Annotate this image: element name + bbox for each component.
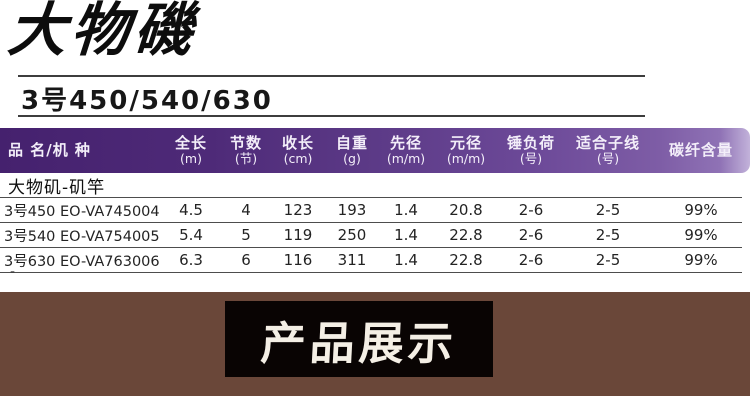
banner-box: 产品展示 bbox=[225, 301, 493, 377]
cell-butt-diameter: 22.8 bbox=[449, 251, 483, 269]
col-header-sections: 节数 (节) bbox=[222, 135, 270, 166]
cell-full-length: 4.5 bbox=[179, 201, 203, 219]
col-header-product-name: 品 名/机 种 bbox=[0, 142, 160, 159]
cell-carbon-content: 99% bbox=[684, 226, 718, 244]
col-header-leader-line: 适合子线 (号) bbox=[564, 135, 652, 166]
col-header-label: 节数 bbox=[229, 134, 262, 153]
cell-full-length: 6.3 bbox=[179, 251, 203, 269]
cell-weight: 250 bbox=[337, 226, 367, 244]
col-header-unit: (号) bbox=[596, 150, 620, 166]
col-header-full-length: 全长 (m) bbox=[160, 135, 222, 166]
col-header-sinker-load: 锤负荷 (号) bbox=[498, 135, 564, 166]
col-header-label: 收长 bbox=[281, 134, 314, 153]
col-header-carbon-content: 碳纤含量 bbox=[652, 142, 750, 159]
cell-tip-diameter: 1.4 bbox=[394, 251, 418, 269]
col-header-butt-diameter: 元径 (m/m) bbox=[434, 135, 498, 166]
col-header-label: 先径 bbox=[389, 134, 422, 153]
cell-weight: 193 bbox=[337, 201, 367, 219]
product-display-band: 产品展示 bbox=[0, 292, 750, 396]
cell-sections: 5 bbox=[241, 226, 251, 244]
divider-top bbox=[18, 75, 645, 77]
col-header-unit: (m/m) bbox=[386, 150, 426, 166]
group-row-label: 大物矶-矶竿 bbox=[8, 177, 106, 198]
cell-model: 3号540 EO-VA754005 bbox=[4, 228, 160, 245]
cell-sections: 6 bbox=[241, 251, 251, 269]
cell-model: 3号630 EO-VA763006 bbox=[4, 253, 160, 270]
divider-bottom bbox=[18, 115, 645, 117]
cell-tip-diameter: 1.4 bbox=[394, 201, 418, 219]
cell-leader-line: 2-5 bbox=[595, 251, 621, 269]
cell-weight: 311 bbox=[337, 251, 367, 269]
cell-closed-length: 116 bbox=[283, 251, 313, 269]
col-header-label: 碳纤含量 bbox=[668, 141, 733, 160]
stray-dash: - bbox=[10, 264, 16, 280]
cell-butt-diameter: 20.8 bbox=[449, 201, 483, 219]
table-group-row: 大物矶-矶竿 bbox=[0, 173, 742, 198]
cell-carbon-content: 99% bbox=[684, 251, 718, 269]
cell-leader-line: 2-5 bbox=[595, 226, 621, 244]
cell-sinker-load: 2-6 bbox=[518, 201, 544, 219]
col-header-label: 全长 bbox=[174, 134, 207, 153]
col-header-unit: (cm) bbox=[283, 150, 313, 166]
col-header-unit: (号) bbox=[519, 150, 543, 166]
col-header-unit: (m/m) bbox=[446, 150, 486, 166]
cell-sinker-load: 2-6 bbox=[518, 226, 544, 244]
cell-tip-diameter: 1.4 bbox=[394, 226, 418, 244]
spec-table-header: 品 名/机 种 全长 (m) 节数 (节) 收长 (cm) 自重 (g) 先径 … bbox=[0, 128, 750, 173]
table-row: 3号630 EO-VA763006 6.3 6 116 311 1.4 22.8… bbox=[0, 248, 742, 273]
col-header-label: 品 名/机 种 bbox=[8, 141, 91, 160]
col-header-label: 适合子线 bbox=[575, 134, 640, 153]
model-subtitle: 3号450/540/630 bbox=[21, 86, 273, 116]
cell-leader-line: 2-5 bbox=[595, 201, 621, 219]
table-row: 3号540 EO-VA754005 5.4 5 119 250 1.4 22.8… bbox=[0, 223, 742, 248]
cell-butt-diameter: 22.8 bbox=[449, 226, 483, 244]
col-header-unit: (m) bbox=[180, 150, 202, 166]
page-title: 大物磯 bbox=[5, 0, 200, 64]
col-header-label: 自重 bbox=[335, 134, 368, 153]
cell-sinker-load: 2-6 bbox=[518, 251, 544, 269]
col-header-unit: (g) bbox=[343, 150, 361, 166]
col-header-closed-length: 收长 (cm) bbox=[270, 135, 326, 166]
cell-sections: 4 bbox=[241, 201, 251, 219]
cell-full-length: 5.4 bbox=[179, 226, 203, 244]
col-header-weight: 自重 (g) bbox=[326, 135, 378, 166]
col-header-tip-diameter: 先径 (m/m) bbox=[378, 135, 434, 166]
banner-title: 产品展示 bbox=[259, 316, 459, 370]
cell-closed-length: 119 bbox=[283, 226, 313, 244]
cell-model: 3号450 EO-VA745004 bbox=[4, 203, 160, 220]
cell-carbon-content: 99% bbox=[684, 201, 718, 219]
spec-table-body: 大物矶-矶竿 3号450 EO-VA745004 4.5 4 123 193 1… bbox=[0, 173, 742, 273]
cell-closed-length: 123 bbox=[283, 201, 313, 219]
col-header-label: 元径 bbox=[449, 134, 482, 153]
col-header-label: 锤负荷 bbox=[506, 134, 555, 153]
table-row: 3号450 EO-VA745004 4.5 4 123 193 1.4 20.8… bbox=[0, 198, 742, 223]
col-header-unit: (节) bbox=[234, 150, 258, 166]
